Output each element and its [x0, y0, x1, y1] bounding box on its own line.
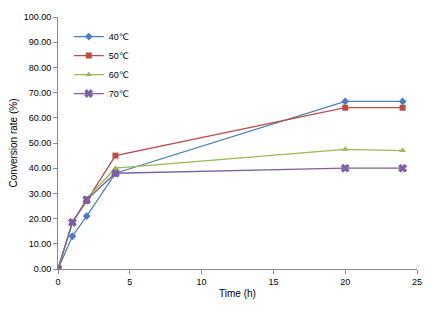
svg-text:10.00: 10.00	[29, 239, 52, 249]
svg-text:30.00: 30.00	[29, 189, 52, 199]
svg-text:Time (h): Time (h)	[219, 288, 256, 299]
svg-text:20: 20	[340, 277, 350, 287]
svg-text:70℃: 70℃	[109, 89, 129, 99]
svg-text:40.00: 40.00	[29, 163, 52, 173]
svg-text:100.00: 100.00	[24, 12, 52, 22]
svg-text:70.00: 70.00	[29, 88, 52, 98]
svg-text:25: 25	[412, 277, 422, 287]
svg-text:0.00: 0.00	[34, 264, 52, 274]
svg-text:0: 0	[55, 277, 60, 287]
svg-text:60℃: 60℃	[109, 70, 129, 80]
svg-text:50℃: 50℃	[109, 51, 129, 61]
svg-text:10: 10	[197, 277, 207, 287]
svg-text:Conversion rate (%): Conversion rate (%)	[8, 99, 19, 188]
svg-text:20.00: 20.00	[29, 214, 52, 224]
svg-text:80.00: 80.00	[29, 63, 52, 73]
svg-text:50.00: 50.00	[29, 138, 52, 148]
svg-text:15: 15	[268, 277, 278, 287]
svg-text:5: 5	[127, 277, 132, 287]
svg-text:40℃: 40℃	[109, 32, 129, 42]
svg-text:90.00: 90.00	[29, 37, 52, 47]
svg-text:60.00: 60.00	[29, 113, 52, 123]
